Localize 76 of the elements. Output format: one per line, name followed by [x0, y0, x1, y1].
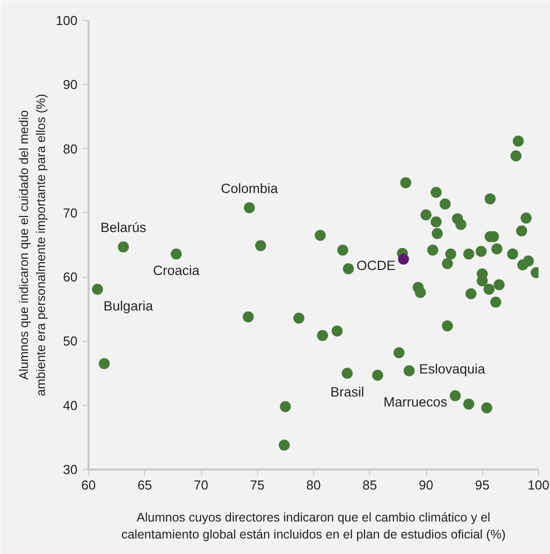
- point: [481, 402, 492, 414]
- point: [491, 243, 502, 254]
- annotation: Eslovaquia: [419, 362, 486, 377]
- y-tick-label: 100: [56, 13, 78, 28]
- point: [520, 212, 532, 224]
- point: [440, 198, 451, 210]
- point: [463, 248, 474, 260]
- point: [278, 440, 290, 451]
- point: [427, 244, 438, 256]
- point: [372, 370, 384, 381]
- y-tick-label: 30: [63, 462, 78, 477]
- point: [118, 241, 129, 252]
- point: [432, 228, 443, 239]
- point: [476, 246, 487, 257]
- point: [430, 216, 442, 228]
- point: [442, 258, 453, 270]
- point: [400, 177, 412, 188]
- x-tick-label: 80: [306, 478, 321, 492]
- point: [510, 150, 522, 162]
- point: [92, 284, 103, 295]
- point: [494, 279, 505, 290]
- y-tick-label: 50: [63, 334, 78, 349]
- point: [430, 186, 442, 198]
- x-axis-title: Alumnos cuyos directores indicaron que el cambio climático y el calentamiento global están incluidos en el plan de estudios oficial (%): [121, 510, 506, 542]
- point: [455, 218, 466, 230]
- point: [445, 248, 456, 260]
- point: [484, 193, 496, 204]
- annotation: Belarús: [100, 220, 147, 235]
- x-tick-label: 60: [81, 478, 96, 492]
- point: [516, 225, 528, 236]
- point: [332, 325, 343, 336]
- point: [293, 312, 304, 324]
- point: [420, 209, 432, 220]
- point: [255, 240, 266, 252]
- y-tick-label: 60: [63, 270, 78, 285]
- point: [394, 347, 404, 358]
- point: [242, 311, 254, 322]
- y-axis-title: Alumnos que indicaron que el cuidado del medio ambiente era personalmente importante para ellos (%): [17, 94, 48, 396]
- point: [342, 368, 353, 379]
- annotation: Colombia: [220, 180, 278, 196]
- point: [337, 244, 348, 256]
- x-tick-label: 95: [475, 478, 490, 492]
- point: [414, 286, 426, 298]
- annotation: Bulgaria: [104, 298, 154, 314]
- annotation: OCDE: [356, 258, 396, 274]
- point: [98, 358, 110, 370]
- point: [170, 248, 182, 260]
- point: [507, 248, 518, 260]
- point: [314, 230, 326, 241]
- point: [398, 254, 409, 265]
- annotation: Croacia: [152, 262, 200, 278]
- point: [484, 284, 494, 295]
- point: [280, 401, 291, 412]
- point: [342, 263, 354, 274]
- x-tick-label: 100: [528, 478, 550, 492]
- point: [442, 320, 453, 332]
- point: [244, 202, 255, 214]
- x-tick-label: 75: [250, 478, 264, 492]
- y-tick-label: 80: [63, 141, 78, 156]
- y-tick-label: 90: [63, 77, 78, 92]
- y-tick-label: 40: [63, 398, 78, 413]
- point: [512, 136, 524, 147]
- x-tick-label: 70: [194, 478, 208, 492]
- x-tick-label: 65: [138, 478, 152, 492]
- point: [450, 390, 461, 402]
- x-tick-label: 85: [362, 478, 377, 492]
- point: [522, 256, 534, 267]
- annotation: Marruecos: [383, 394, 448, 410]
- point: [463, 398, 474, 410]
- y-tick-label: 70: [63, 205, 78, 220]
- annotation: Brasil: [330, 384, 364, 400]
- point: [466, 288, 476, 300]
- x-tick-label: 90: [418, 478, 434, 492]
- point: [317, 330, 328, 341]
- point: [404, 365, 415, 376]
- point: [490, 296, 502, 308]
